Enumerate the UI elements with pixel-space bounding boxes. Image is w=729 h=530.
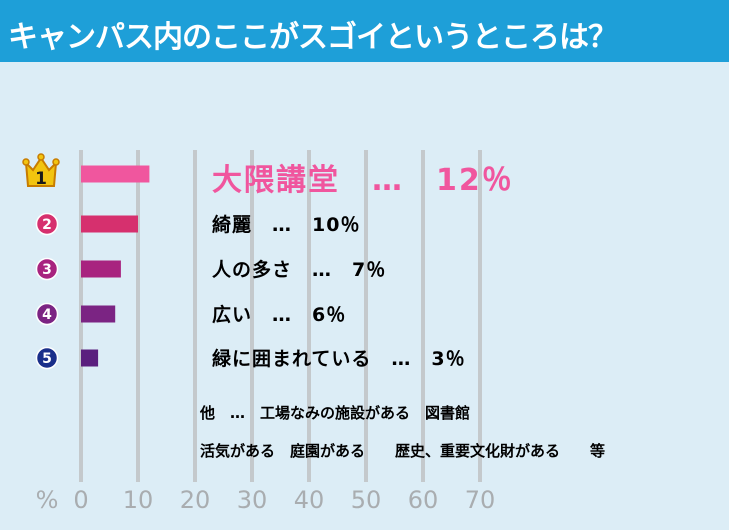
other-note-line-2: 活気がある 庭園がある 歴史、重要文化財がある 等 [200, 442, 606, 460]
rank-badge [35, 257, 59, 281]
bar [81, 215, 138, 233]
rank-number: 1 [35, 169, 47, 189]
rank-badge [35, 212, 59, 236]
x-tick-label: 20 [180, 486, 211, 514]
crown-icon-jewel [37, 153, 45, 161]
rank-number: 5 [42, 351, 52, 367]
crown-icon [24, 156, 58, 187]
rank-number: 3 [42, 262, 52, 278]
rank-badge [35, 346, 59, 370]
header-bar: キャンパス内のここがスゴイというところは？ [0, 0, 729, 62]
x-tick-label: 50 [351, 486, 382, 514]
x-tick-label: 60 [408, 486, 439, 514]
x-tick-label: 30 [237, 486, 268, 514]
x-tick-label: 10 [123, 486, 154, 514]
page-title: キャンパス内のここがスゴイというところは？ [8, 20, 618, 55]
x-tick-label: 70 [465, 486, 496, 514]
x-tick-label: 40 [294, 486, 325, 514]
rank-number: 4 [42, 307, 52, 323]
x-tick-label: 0 [73, 486, 88, 514]
bar [81, 260, 121, 278]
category-label: 人の多さ … 7％ [212, 259, 387, 281]
category-label: 緑に囲まれている … 3％ [212, 348, 466, 370]
crown-icon-jewel [52, 158, 60, 166]
bar [81, 349, 99, 367]
category-label: 広い … 6％ [212, 304, 347, 326]
bar [81, 305, 116, 323]
rank-badge [35, 302, 59, 326]
crown-icon-jewel [22, 158, 30, 166]
bar [81, 165, 150, 183]
x-unit-label: % [36, 486, 59, 514]
other-note-line-1: 他 … 工場なみの施設がある 図書館 [200, 404, 471, 422]
category-label: 綺麗 … 10％ [212, 214, 361, 236]
category-label: 大隈講堂 … 12％ [212, 163, 514, 198]
rank-number: 2 [42, 217, 52, 233]
